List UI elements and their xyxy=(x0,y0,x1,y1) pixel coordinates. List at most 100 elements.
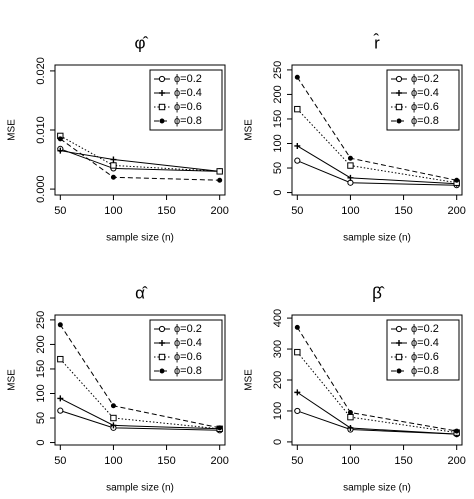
panel-title: β̂ xyxy=(372,283,385,302)
legend-marker xyxy=(158,353,166,361)
legend-label: ϕ=0.6 xyxy=(174,351,202,363)
y-tick-label: 200 xyxy=(35,335,47,353)
series-line xyxy=(297,160,457,186)
y-tick-label: 0 xyxy=(35,439,47,445)
legend-marker xyxy=(159,118,165,124)
y-tick-label: 200 xyxy=(272,371,284,389)
y-axis-label: MSE xyxy=(7,369,18,391)
y-tick-label: 100 xyxy=(35,384,47,402)
marker xyxy=(347,155,353,161)
series-line xyxy=(60,138,220,181)
marker xyxy=(294,407,301,415)
y-tick-label: 0.010 xyxy=(35,116,47,144)
marker xyxy=(57,395,64,402)
legend-marker xyxy=(159,340,165,346)
x-tick-label: 200 xyxy=(448,455,466,467)
marker xyxy=(347,424,354,431)
y-tick-label: 150 xyxy=(35,360,47,378)
legend-marker xyxy=(396,90,402,96)
marker xyxy=(347,179,354,186)
marker xyxy=(110,162,117,169)
x-axis-label: sample size (n) xyxy=(106,483,174,494)
series-line xyxy=(297,145,457,185)
series-line xyxy=(60,150,220,172)
plot-box xyxy=(291,64,463,196)
marker xyxy=(454,428,460,434)
legend-label: ϕ=0.4 xyxy=(174,87,202,99)
marker xyxy=(294,348,301,356)
legend-marker xyxy=(159,90,165,96)
series-line xyxy=(60,397,220,430)
plot-box xyxy=(54,314,226,446)
marker xyxy=(110,156,117,163)
legend-label: ϕ=0.8 xyxy=(411,115,439,127)
marker xyxy=(347,413,354,421)
y-tick-label: 200 xyxy=(272,85,284,103)
legend-label: ϕ=0.8 xyxy=(174,115,202,127)
y-tick-label: 100 xyxy=(272,134,284,152)
marker xyxy=(294,157,301,164)
marker xyxy=(57,147,64,154)
panel-title: α̂ xyxy=(135,283,148,302)
x-tick-label: 100 xyxy=(104,455,122,467)
legend-label: ϕ=0.6 xyxy=(411,101,439,113)
legend-marker xyxy=(396,340,402,346)
y-tick-label: 50 xyxy=(35,412,47,424)
legend-label: ϕ=0.4 xyxy=(174,337,202,349)
legend-marker xyxy=(158,325,166,333)
legend-marker xyxy=(396,118,402,124)
x-axis-label: sample size (n) xyxy=(343,233,411,244)
y-tick-label: 250 xyxy=(35,311,47,329)
legend-marker xyxy=(396,368,402,374)
y-tick-label: 0.000 xyxy=(35,175,47,203)
panel: φ̂ sample size (n) MSE 50 100 150 200 0.000 0.01… xyxy=(7,33,229,243)
legend-marker xyxy=(158,103,166,111)
legend-marker xyxy=(159,368,165,374)
marker xyxy=(110,174,116,180)
legend-label: ϕ=0.4 xyxy=(411,337,439,349)
series-line xyxy=(60,148,220,172)
legend-label: ϕ=0.6 xyxy=(174,101,202,113)
marker xyxy=(294,142,301,149)
x-tick-label: 100 xyxy=(104,205,122,217)
y-tick-label: 250 xyxy=(272,61,284,79)
series-line xyxy=(60,135,220,172)
marker xyxy=(294,324,300,330)
panel: r̂ sample size (n) MSE 50 100 150 200 0 50 100 150… xyxy=(244,32,466,243)
x-tick-label: 200 xyxy=(211,455,229,467)
legend-label: ϕ=0.2 xyxy=(174,323,202,335)
x-axis-label: sample size (n) xyxy=(343,483,411,494)
marker xyxy=(454,177,460,183)
marker xyxy=(57,322,63,328)
y-tick-label: 100 xyxy=(272,402,284,420)
marker xyxy=(217,425,223,431)
panel-title: r̂ xyxy=(373,32,380,52)
legend-marker xyxy=(395,325,403,333)
series-line xyxy=(297,391,457,435)
x-tick-label: 150 xyxy=(157,455,175,467)
marker xyxy=(110,414,117,422)
x-tick-label: 50 xyxy=(291,455,303,467)
legend-label: ϕ=0.6 xyxy=(411,351,439,363)
panel: α̂ sample size (n) MSE 50 100 150 200 0 50 100 150… xyxy=(7,283,229,493)
legend-label: ϕ=0.2 xyxy=(174,73,202,85)
legend-label: ϕ=0.8 xyxy=(174,365,202,377)
marker xyxy=(57,136,63,142)
x-tick-label: 200 xyxy=(211,205,229,217)
x-tick-label: 150 xyxy=(394,205,412,217)
y-tick-label: 0 xyxy=(272,439,284,445)
legend-label: ϕ=0.8 xyxy=(411,365,439,377)
y-tick-label: 400 xyxy=(272,309,284,327)
panel-title: φ̂ xyxy=(134,33,148,52)
marker xyxy=(110,422,117,429)
y-axis-label: MSE xyxy=(244,119,255,141)
marker xyxy=(347,174,354,181)
x-tick-label: 50 xyxy=(54,455,66,467)
marker xyxy=(216,168,223,175)
marker xyxy=(57,407,64,414)
legend-label: ϕ=0.2 xyxy=(411,323,439,335)
marker xyxy=(347,410,353,415)
marker xyxy=(217,177,223,183)
panel: β̂ sample size (n) MSE 50 100 150 200 0 100 200 30… xyxy=(244,283,466,493)
